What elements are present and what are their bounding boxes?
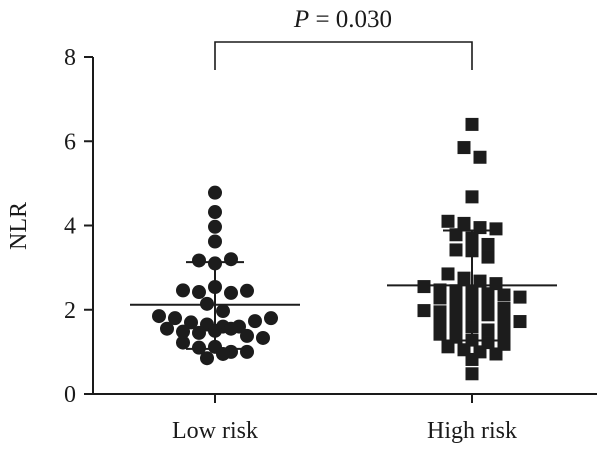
low-risk-point	[224, 252, 238, 267]
high-risk-point	[457, 271, 471, 285]
p-value-annotation: P = 0.030	[293, 6, 392, 33]
high-risk-point	[441, 340, 455, 354]
low-risk-point	[240, 344, 254, 359]
high-risk-point	[481, 323, 495, 337]
low-risk-point	[192, 340, 206, 355]
high-risk-point	[497, 313, 511, 327]
low-risk-point	[240, 328, 254, 343]
high-risk-point	[465, 190, 479, 204]
low-risk-point	[208, 219, 222, 234]
high-risk-point	[465, 352, 479, 366]
high-risk-point	[417, 304, 431, 318]
high-risk-point	[449, 293, 463, 307]
low-risk-point	[224, 285, 238, 300]
y-axis-label: NLR	[6, 202, 32, 250]
low-risk-point	[264, 311, 278, 326]
low-risk-point	[208, 185, 222, 200]
high-risk-point	[457, 216, 471, 230]
x-category-label: Low risk	[172, 418, 258, 444]
low-risk-point	[192, 253, 206, 268]
high-risk-point	[465, 367, 479, 381]
high-risk-point	[433, 315, 447, 329]
low-risk-point	[256, 330, 270, 345]
high-risk-point	[417, 280, 431, 294]
low-risk-point	[208, 205, 222, 220]
high-risk-point	[489, 347, 503, 361]
high-risk-point	[457, 141, 471, 155]
y-tick-label: 4	[64, 214, 76, 240]
low-risk-point	[176, 324, 190, 339]
low-risk-point	[160, 321, 174, 336]
y-tick-label: 0	[64, 382, 76, 408]
high-risk-point	[449, 306, 463, 320]
high-risk-point	[489, 277, 503, 291]
low-risk-point	[184, 315, 198, 330]
low-risk-point	[216, 304, 230, 319]
p-value-rest: = 0.030	[309, 6, 392, 33]
low-risk-point	[192, 285, 206, 300]
high-risk-point	[497, 301, 511, 315]
data-points	[152, 117, 527, 381]
high-risk-point	[481, 250, 495, 264]
x-axis-category-labels: Low risk High risk	[172, 394, 517, 444]
high-risk-point	[489, 222, 503, 236]
low-risk-point	[248, 314, 262, 329]
high-risk-point	[513, 315, 527, 329]
significance-bracket	[214, 41, 473, 70]
low-risk-point	[168, 311, 182, 326]
high-risk-point	[481, 308, 495, 322]
low-risk-point	[224, 321, 238, 336]
high-risk-point	[433, 291, 447, 305]
high-risk-point	[441, 267, 455, 281]
high-risk-point	[481, 287, 495, 301]
y-tick-label: 8	[64, 45, 76, 71]
high-risk-point	[465, 117, 479, 131]
low-risk-point	[216, 346, 230, 361]
x-category-label: High risk	[427, 418, 517, 444]
high-risk-point	[433, 327, 447, 341]
y-axis-ticks: 0 2 4 6 8	[64, 45, 93, 408]
low-risk-point	[240, 283, 254, 298]
high-risk-point	[497, 288, 511, 302]
p-value-italic: P	[293, 6, 309, 33]
low-risk-point	[208, 234, 222, 249]
high-risk-point	[497, 326, 511, 340]
low-risk-point	[200, 351, 214, 366]
low-risk-point	[152, 309, 166, 324]
high-risk-point	[441, 214, 455, 228]
mean-sd-bars	[130, 229, 557, 350]
low-risk-point	[176, 335, 190, 350]
high-risk-point	[481, 237, 495, 251]
high-risk-point	[473, 150, 487, 164]
high-risk-point	[513, 290, 527, 304]
low-risk-point	[176, 283, 190, 298]
y-tick-label: 6	[64, 129, 76, 155]
high-risk-point	[449, 317, 463, 331]
y-tick-label: 2	[64, 298, 76, 324]
low-risk-point	[192, 325, 206, 340]
high-risk-point	[449, 243, 463, 257]
high-risk-point	[433, 305, 447, 319]
